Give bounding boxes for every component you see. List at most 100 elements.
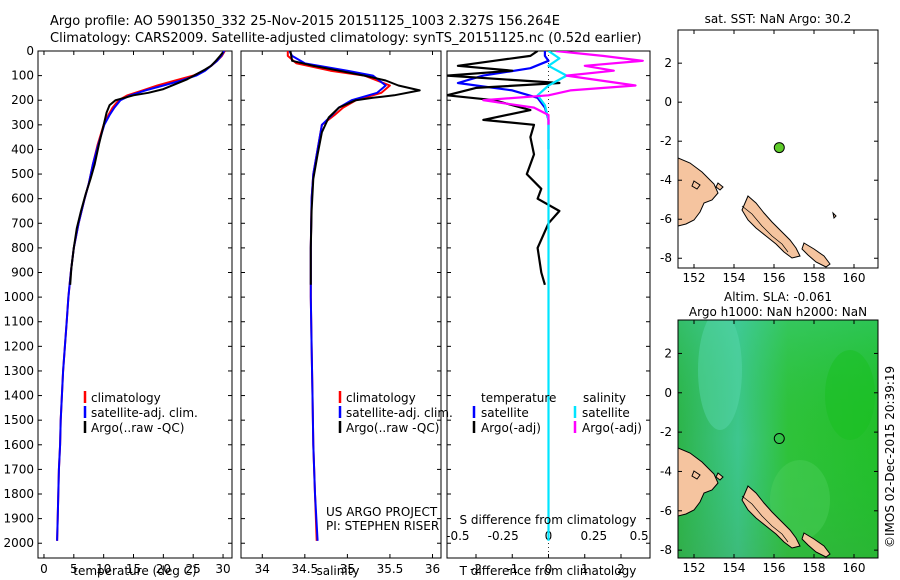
depth-axis: 0 100 200 300 400 500 600 700 800 900 1000 1100 1200… bbox=[3, 44, 232, 550]
depth-tick-label: 600 bbox=[11, 192, 34, 206]
temperature-x-label: temperature (deg C) bbox=[73, 564, 196, 578]
series-line-climatology bbox=[286, 51, 391, 541]
series-line-temperature-argo-adj- bbox=[447, 51, 561, 286]
temperature-x-tick-label: 0 bbox=[40, 562, 48, 576]
sla-field-highlight bbox=[770, 460, 830, 540]
difference-lines bbox=[447, 51, 644, 541]
difference-legend: temperature salinity satellite Argo(-adj… bbox=[472, 391, 642, 435]
legend-label-argo: Argo(..raw -QC) bbox=[346, 421, 439, 435]
salinity-legend: climatology satellite-adj. clim. Argo(..… bbox=[338, 391, 453, 435]
salinity-x-tick-label: 34.5 bbox=[291, 562, 318, 576]
temperature-x-axis: 0 5 10 15 20 25 30 bbox=[40, 51, 231, 576]
sst-map-lon-tick-label: 152 bbox=[683, 271, 706, 285]
depth-tick-label: 1300 bbox=[3, 364, 34, 378]
sla-map-lat-tick-label: 0 bbox=[664, 386, 672, 400]
sst-map-lon-tick-label: 154 bbox=[723, 271, 746, 285]
depth-tick-label: 100 bbox=[11, 69, 34, 83]
legend-label-climatology: climatology bbox=[346, 391, 416, 405]
salinity-axes-frame bbox=[240, 50, 442, 559]
depth-tick-label: 1100 bbox=[3, 315, 34, 329]
legend-label-temp-satellite: satellite bbox=[481, 406, 529, 420]
s-difference-tick-label: -0.5 bbox=[446, 529, 469, 543]
sst-map: sat. SST: NaN Argo: 30.2 152 154 156 158 160… bbox=[660, 12, 879, 285]
sst-map-lon-tick-label: 156 bbox=[763, 271, 786, 285]
shelf-contour bbox=[741, 205, 789, 253]
legend-title-temperature: temperature bbox=[481, 391, 556, 405]
series-line-argo-raw-qc- bbox=[289, 51, 421, 285]
salinity-x-tick-label: 34 bbox=[255, 562, 270, 576]
sla-map-lon-tick-label: 160 bbox=[843, 561, 866, 575]
sla-map-lon-tick-label: 158 bbox=[803, 561, 826, 575]
island-small-3 bbox=[832, 211, 837, 220]
temperature-x-tick-label: 5 bbox=[70, 562, 78, 576]
temperature-x-tick-label: 20 bbox=[156, 562, 171, 576]
island-small-1 bbox=[691, 470, 701, 480]
salinity-x-tick-label: 35 bbox=[340, 562, 355, 576]
t-difference-x-tick-label: -1 bbox=[506, 562, 518, 576]
solomon-land bbox=[801, 532, 831, 558]
sst-map-frame bbox=[677, 29, 879, 269]
sst-map-lon-axis: 152 154 156 158 160 bbox=[683, 30, 866, 285]
salinity-panel: 34 34.5 35 35.5 36 salinity climatology sate… bbox=[240, 50, 453, 578]
legend-label-satellite: satellite-adj. clim. bbox=[91, 406, 198, 420]
salinity-x-label: salinity bbox=[316, 564, 359, 578]
sla-map: Altim. SLA: -0.061 Argo h1000: NaN h2000… bbox=[660, 290, 879, 575]
t-difference-x-tick-label: 2 bbox=[617, 562, 625, 576]
sst-map-lat-tick-label: 2 bbox=[664, 56, 672, 70]
depth-tick-label: 800 bbox=[11, 241, 34, 255]
depth-tick-label: 1400 bbox=[3, 389, 34, 403]
sla-map-lon-axis: 152 154 156 158 160 bbox=[683, 320, 866, 575]
depth-tick-label: 1200 bbox=[3, 339, 34, 353]
depth-tick-label: 1500 bbox=[3, 413, 34, 427]
salinity-depth-ticks bbox=[241, 50, 441, 544]
temperature-x-tick-label: 25 bbox=[186, 562, 201, 576]
series-line-satellite-adj-clim- bbox=[56, 51, 226, 541]
temperature-lines bbox=[56, 51, 226, 541]
sla-map-lat-tick-label: -4 bbox=[660, 464, 672, 478]
depth-tick-label: 1800 bbox=[3, 487, 34, 501]
sst-map-lon-tick-label: 158 bbox=[803, 271, 826, 285]
sla-map-lon-tick-label: 152 bbox=[683, 561, 706, 575]
legend-label-sal-satellite: satellite bbox=[582, 406, 630, 420]
sst-map-lon-tick-label: 160 bbox=[843, 271, 866, 285]
argo-float-marker bbox=[773, 433, 785, 445]
t-difference-x-tick-label: 1 bbox=[581, 562, 589, 576]
depth-tick-label: 500 bbox=[11, 167, 34, 181]
sst-map-title: sat. SST: NaN Argo: 30.2 bbox=[705, 12, 852, 26]
depth-tick-label: 1000 bbox=[3, 290, 34, 304]
sst-map-lat-axis: 2 0 -2 -4 -6 -8 bbox=[660, 56, 878, 265]
temperature-x-tick-label: 10 bbox=[96, 562, 111, 576]
sla-map-lat-axis: 2 0 -2 -4 -6 -8 bbox=[660, 346, 878, 557]
depth-tick-label: 400 bbox=[11, 142, 34, 156]
title-line-2: Climatology: CARS2009. Satellite-adjuste… bbox=[50, 31, 642, 46]
t-difference-x-label: T difference from climatology bbox=[459, 564, 637, 578]
series-line-satellite-adj-clim- bbox=[288, 51, 387, 541]
argo-float-marker bbox=[773, 142, 785, 154]
sla-map-lon-tick-label: 156 bbox=[763, 561, 786, 575]
pi-credit: PI: STEPHEN RISER bbox=[326, 519, 439, 533]
s-difference-tick-label: 0.25 bbox=[580, 529, 607, 543]
imos-credit: ©IMOS 02-Dec-2015 20:39:19 bbox=[883, 366, 897, 548]
island-small-2 bbox=[715, 472, 724, 481]
legend-label-temp-argo: Argo(-adj) bbox=[481, 421, 541, 435]
sst-map-coastlines bbox=[678, 157, 837, 268]
sla-field-highlight bbox=[825, 350, 875, 440]
salinity-x-axis: 34 34.5 35 35.5 36 bbox=[255, 51, 440, 576]
series-line-salinity-satellite bbox=[536, 51, 568, 541]
new-ireland-land bbox=[678, 157, 719, 227]
depth-tick-label: 0 bbox=[26, 44, 34, 58]
sla-map-lat-tick-label: 2 bbox=[664, 346, 672, 360]
title-line-1: Argo profile: AO 5901350_332 25-Nov-2015… bbox=[50, 14, 560, 29]
temperature-x-tick-label: 30 bbox=[215, 562, 230, 576]
salinity-lines bbox=[286, 51, 421, 541]
difference-x-axis: -2 -1 0 1 2-0.5 -0.25 0 0.25 0.5 bbox=[446, 529, 649, 576]
bougainville-land bbox=[741, 485, 801, 549]
new-ireland-land bbox=[678, 447, 719, 517]
sla-map-frame bbox=[677, 319, 879, 559]
bougainville-land bbox=[741, 195, 801, 259]
legend-label-argo: Argo(..raw -QC) bbox=[91, 421, 184, 435]
t-difference-x-tick-label: -2 bbox=[470, 562, 482, 576]
series-line-temperature-satellite bbox=[456, 51, 550, 150]
sst-map-lat-tick-label: -8 bbox=[660, 251, 672, 265]
